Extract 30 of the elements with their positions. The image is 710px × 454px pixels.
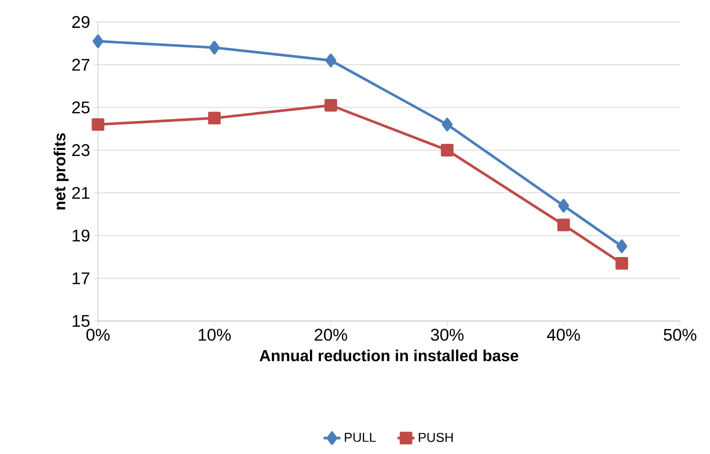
x-tick-label: 40% (547, 328, 580, 341)
y-tick-label: 15 (72, 315, 90, 327)
point (325, 54, 336, 68)
y-tick-label: 21 (72, 186, 90, 199)
point (558, 198, 570, 212)
point (208, 40, 220, 54)
point (92, 118, 104, 131)
point (557, 218, 570, 232)
x-tick-label: 0% (86, 328, 110, 341)
legend-label: PULL (344, 432, 376, 442)
y-axis-title: net profits (54, 133, 69, 210)
y-tick-label: 23 (72, 144, 90, 156)
y-tick-label: 29 (72, 16, 90, 28)
point (616, 257, 628, 270)
y-tick-label: 25 (72, 101, 90, 114)
point (442, 118, 453, 132)
y-tick-label: 17 (72, 272, 90, 284)
x-tick-label: 30% (430, 328, 464, 341)
point (324, 98, 338, 112)
x-tick-label: 10% (198, 328, 231, 341)
x-tick-label: 50% (664, 328, 696, 341)
point (616, 239, 628, 254)
point (440, 144, 454, 156)
legend-label: PUSH (418, 432, 453, 442)
y-tick-label: 27 (72, 58, 90, 71)
x-axis-title: Annual reduction in installed base (260, 350, 518, 362)
x-tick-label: 20% (314, 328, 348, 341)
y-tick-label: 19 (72, 230, 90, 242)
point (92, 34, 104, 48)
point (208, 112, 221, 124)
